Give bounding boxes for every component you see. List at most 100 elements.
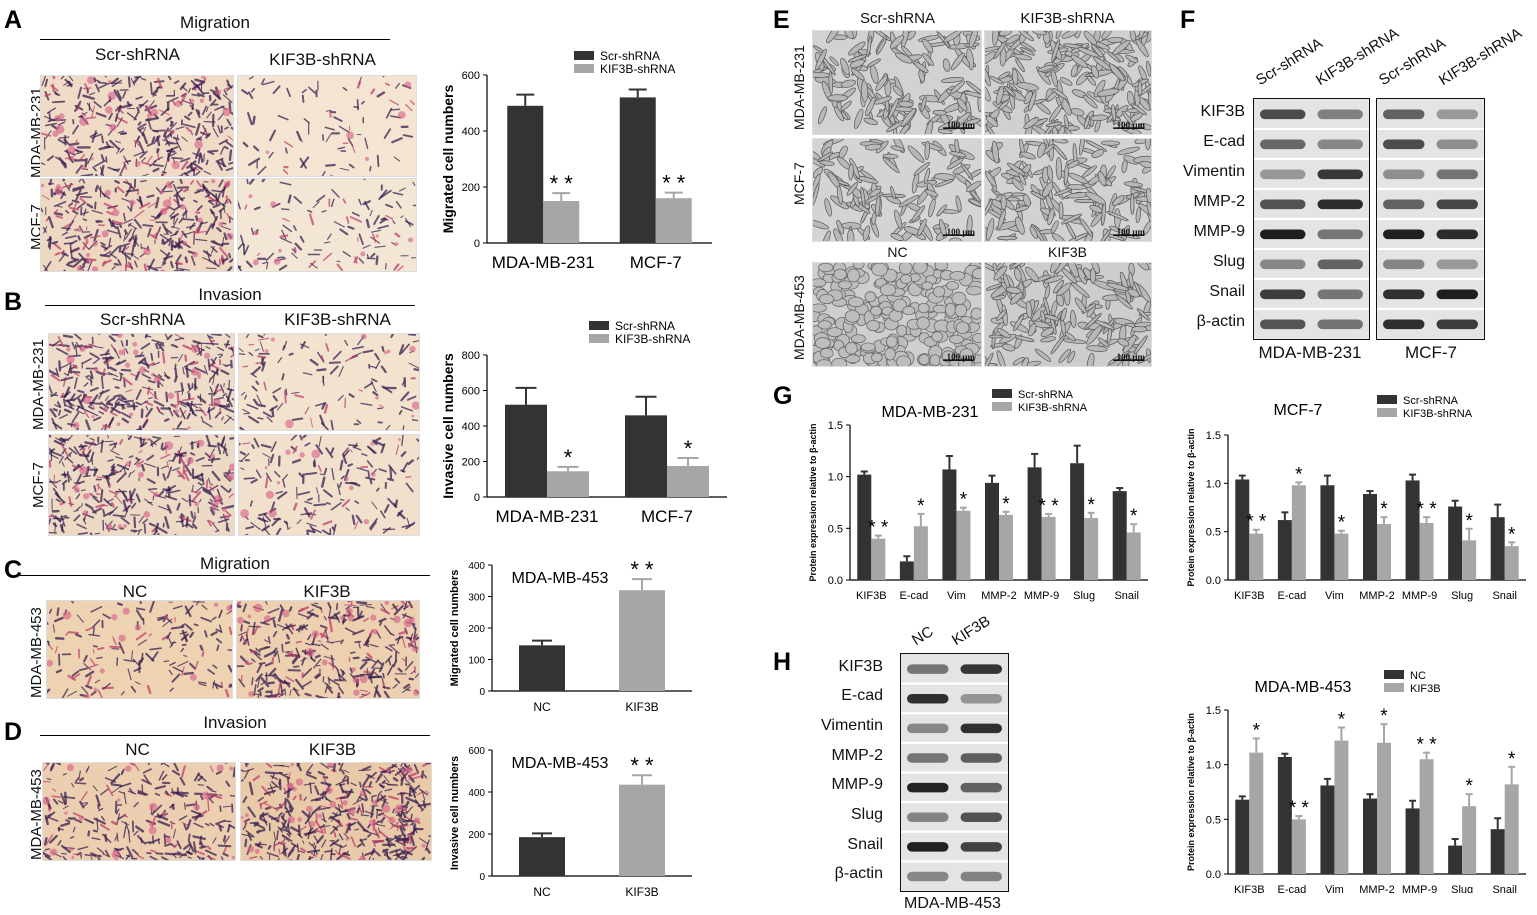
cell-mark bbox=[283, 340, 288, 349]
cell-mark bbox=[213, 602, 219, 608]
cell-mark bbox=[408, 616, 415, 623]
cell-mark bbox=[338, 125, 350, 133]
cell-mark bbox=[71, 199, 80, 204]
cell-mark bbox=[102, 372, 113, 376]
bar bbox=[1462, 540, 1477, 580]
cell-mark bbox=[183, 802, 186, 810]
significance-mark: * bbox=[1508, 749, 1516, 770]
cell-mark bbox=[146, 141, 156, 147]
cell-mark bbox=[333, 523, 337, 530]
cell-mark bbox=[173, 403, 179, 409]
cell-label-mcf7-f: MCF-7 bbox=[1405, 343, 1457, 362]
cell-mark bbox=[299, 452, 305, 458]
cell-mark bbox=[396, 824, 409, 829]
cell-mark bbox=[180, 403, 187, 408]
cell-mark bbox=[151, 93, 157, 96]
cell-mark bbox=[323, 826, 327, 834]
cell-shape bbox=[1028, 90, 1037, 112]
cell-mark bbox=[148, 826, 157, 835]
cell-mark bbox=[180, 218, 195, 221]
cell-mark bbox=[77, 480, 85, 485]
cell-mark bbox=[282, 217, 290, 222]
cell-mark bbox=[68, 370, 81, 374]
bar bbox=[655, 198, 692, 243]
cell-mark bbox=[366, 460, 374, 468]
cell-mark bbox=[262, 411, 273, 418]
cell-mark bbox=[178, 400, 190, 407]
cell-mark bbox=[175, 254, 182, 263]
cell-mark bbox=[406, 517, 411, 528]
cell-mark bbox=[193, 803, 201, 811]
bar bbox=[543, 201, 580, 243]
cell-mark bbox=[125, 348, 129, 354]
cell-mark bbox=[143, 263, 148, 271]
transwell-image bbox=[40, 75, 234, 177]
cell-mark bbox=[255, 469, 262, 479]
cell-shape bbox=[862, 225, 871, 241]
cell-mark bbox=[74, 100, 82, 113]
cell-mark bbox=[340, 769, 345, 775]
cell-mark bbox=[114, 112, 119, 122]
cell-mark bbox=[241, 833, 254, 838]
cell-shape bbox=[866, 35, 872, 58]
cell-mark bbox=[302, 435, 308, 439]
cell-mark bbox=[187, 383, 191, 391]
cell-mark bbox=[284, 147, 288, 154]
cell-mark bbox=[372, 439, 378, 446]
bar bbox=[1334, 740, 1349, 874]
cell-mark bbox=[68, 202, 74, 207]
cell-mark bbox=[129, 199, 136, 206]
cell-mark bbox=[97, 81, 108, 85]
cell-shape bbox=[1094, 119, 1101, 133]
cell-mark bbox=[149, 361, 155, 367]
cell-shape bbox=[950, 52, 965, 71]
cell-mark bbox=[394, 677, 401, 684]
cell-mark bbox=[224, 449, 229, 457]
category-label: KIF3B bbox=[625, 700, 658, 714]
cell-mark bbox=[262, 453, 272, 459]
cell-mark bbox=[303, 796, 307, 802]
cell-mark bbox=[321, 839, 327, 848]
cell-mark bbox=[88, 633, 101, 637]
significance-mark: * * bbox=[1417, 735, 1438, 756]
y-tick-label: 0 bbox=[474, 492, 480, 504]
cell-mark bbox=[217, 124, 222, 134]
cell-mark bbox=[310, 417, 313, 428]
cell-mark bbox=[115, 495, 123, 505]
col-label-scr-e: Scr-shRNA bbox=[859, 10, 935, 27]
cell-mark bbox=[209, 89, 218, 94]
cell-mark bbox=[205, 346, 211, 350]
cell-mark bbox=[365, 830, 379, 836]
cell-mark bbox=[343, 447, 349, 454]
category-label: Slug bbox=[1451, 884, 1473, 893]
cell-mark bbox=[283, 389, 287, 404]
cell-mark bbox=[368, 781, 373, 788]
cell-shape bbox=[1099, 229, 1112, 241]
cell-mark bbox=[343, 449, 350, 458]
cell-mark bbox=[210, 358, 216, 365]
cell-mark bbox=[197, 855, 201, 860]
cell-mark bbox=[147, 227, 152, 238]
cell-mark bbox=[144, 438, 150, 441]
cell-mark bbox=[383, 690, 391, 698]
cell-mark bbox=[304, 692, 312, 697]
cell-mark bbox=[147, 201, 159, 208]
cell-mark bbox=[381, 385, 393, 394]
col-label-kif3b-e-row3: KIF3B bbox=[1048, 244, 1087, 260]
cell-mark bbox=[250, 87, 256, 93]
cell-shape bbox=[939, 218, 947, 239]
cell-mark bbox=[336, 263, 343, 271]
cell-mark bbox=[372, 233, 377, 243]
cell-mark bbox=[121, 411, 132, 419]
cell-mark bbox=[401, 808, 408, 811]
cell-mark bbox=[160, 442, 164, 450]
cell-mark bbox=[245, 334, 250, 339]
y-tick-label: 300 bbox=[468, 593, 485, 604]
cell-mark bbox=[120, 691, 125, 696]
cell-mark bbox=[216, 227, 222, 233]
cell-mark bbox=[257, 417, 264, 420]
cell-mark bbox=[153, 375, 161, 384]
cell-mark bbox=[288, 805, 293, 813]
phase-contrast-image: 100 μm bbox=[812, 30, 982, 135]
